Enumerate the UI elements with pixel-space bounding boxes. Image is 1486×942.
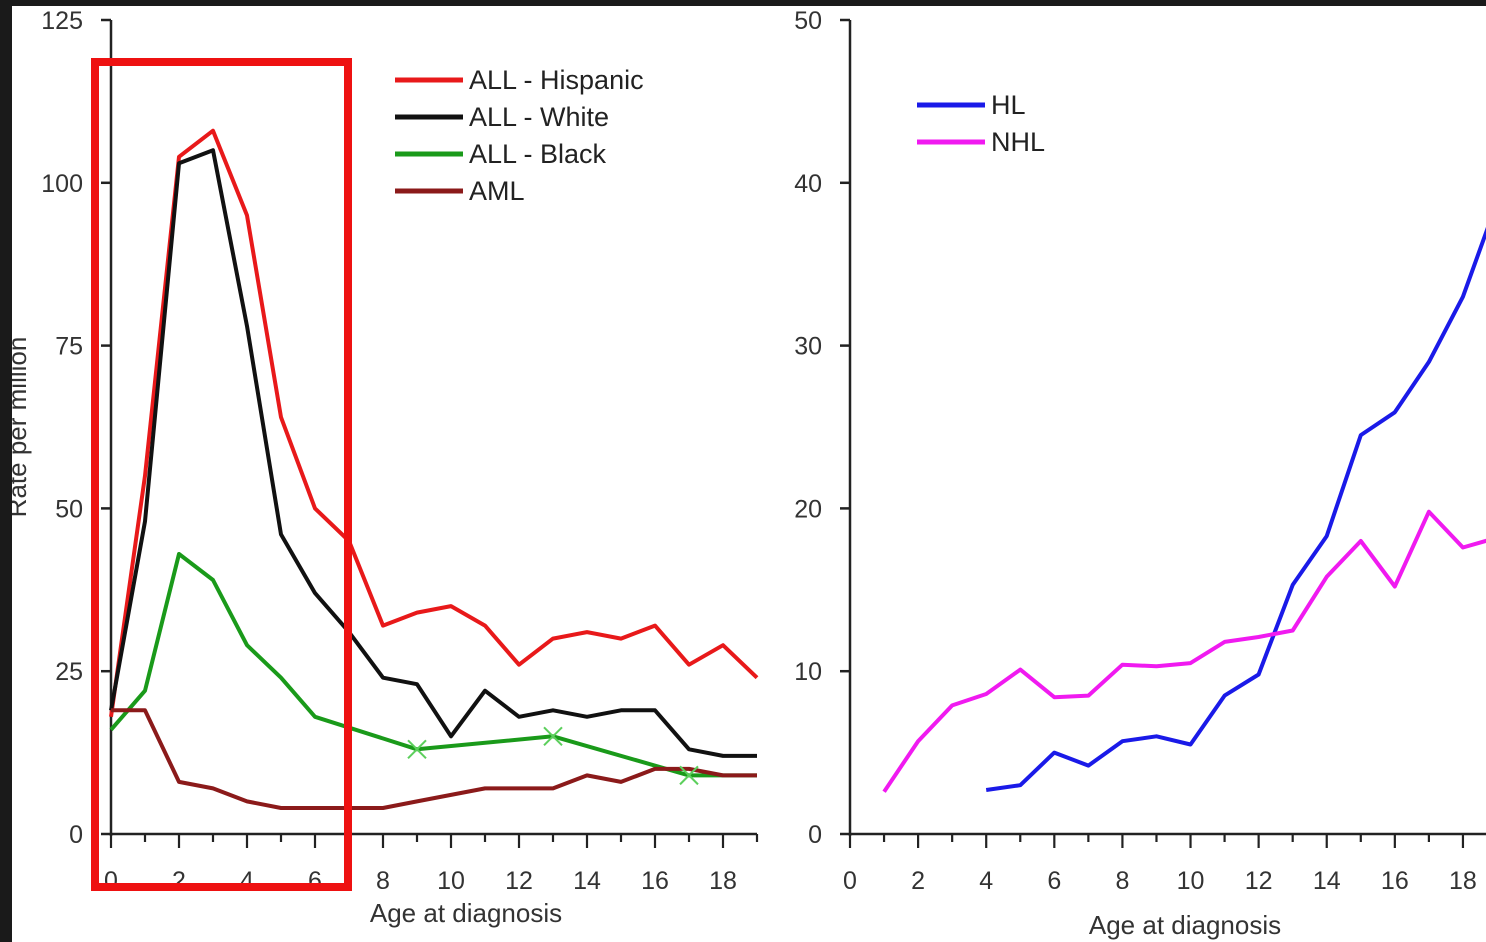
series-line-aml: [111, 708, 757, 810]
y-tick-label: 100: [41, 170, 83, 198]
x-tick-label: 16: [1381, 867, 1409, 895]
legend-label: NHL: [991, 127, 1045, 157]
series-line-hl: [985, 226, 1486, 792]
legend-entry: ALL - Hispanic: [395, 65, 644, 95]
figure-canvas: 0 25 50 75 100 125 0 2 4 6 8 10 12 14 16 18 Age at diagn…: [12, 6, 1486, 942]
y-axis-title: Rate per million: [12, 337, 32, 518]
x-axis-title: Age at diagnosis: [370, 898, 562, 928]
x-tick-label: 12: [1245, 867, 1273, 895]
marker-stroke: [543, 726, 563, 747]
y-tick-label: 10: [794, 658, 822, 686]
x-axis-title: Age at diagnosis: [1089, 910, 1281, 940]
x-tick-label: 6: [1047, 867, 1061, 895]
x-tick-label: 0: [843, 867, 857, 895]
legend-entry: ALL - Black: [395, 139, 607, 169]
series-line-all-hispanic: [109, 128, 759, 718]
x-tick-label: 12: [505, 867, 533, 895]
legend-entry: NHL: [917, 127, 1045, 157]
x-tick-label: 18: [709, 867, 737, 895]
legend-entry: AML: [395, 176, 525, 206]
y-tick-label: 40: [794, 170, 822, 198]
y-tick-label: 75: [55, 333, 83, 361]
data-point-marker: [543, 726, 563, 747]
x-tick-label: 18: [1449, 867, 1477, 895]
y-tick-label: 25: [55, 658, 83, 686]
marker-stroke: [407, 739, 427, 760]
data-point-marker: [679, 765, 699, 786]
series-line-all-black: [109, 552, 757, 778]
y-tick-label: 20: [794, 495, 822, 523]
lymphoma-panel: 0 10 20 30 40 50 0 2 4 6 8 10 12 14 16 18 Age at diagnos…: [794, 7, 1486, 940]
legend-label: HL: [991, 90, 1026, 120]
legend-label: ALL - Black: [469, 139, 607, 169]
series-line-nhl: [882, 509, 1486, 793]
marker-stroke: [679, 765, 699, 786]
y-tick-label: 50: [55, 495, 83, 523]
y-tick-label: 30: [794, 333, 822, 361]
legend-entry: HL: [917, 90, 1026, 120]
x-tick-label: 10: [1177, 867, 1205, 895]
x-tick-label: 14: [573, 867, 601, 895]
data-point-marker: [407, 739, 427, 760]
y-tick-label: 125: [41, 7, 83, 35]
legend-label: ALL - White: [469, 102, 609, 132]
x-tick-label: 8: [376, 867, 390, 895]
legend-label: ALL - Hispanic: [469, 65, 644, 95]
x-tick-label: 4: [979, 867, 993, 895]
series-line-all-white: [109, 148, 757, 758]
x-tick-label: 16: [641, 867, 669, 895]
highlight-box: [91, 58, 352, 891]
x-tick-label: 2: [911, 867, 925, 895]
legend-entry: ALL - White: [395, 102, 609, 132]
y-tick-label: 0: [69, 821, 83, 849]
x-tick-label: 14: [1313, 867, 1341, 895]
legend-label: AML: [469, 176, 525, 206]
y-tick-label: 50: [794, 7, 822, 35]
y-tick-label: 0: [808, 821, 822, 849]
x-tick-label: 10: [437, 867, 465, 895]
x-tick-label: 8: [1115, 867, 1129, 895]
